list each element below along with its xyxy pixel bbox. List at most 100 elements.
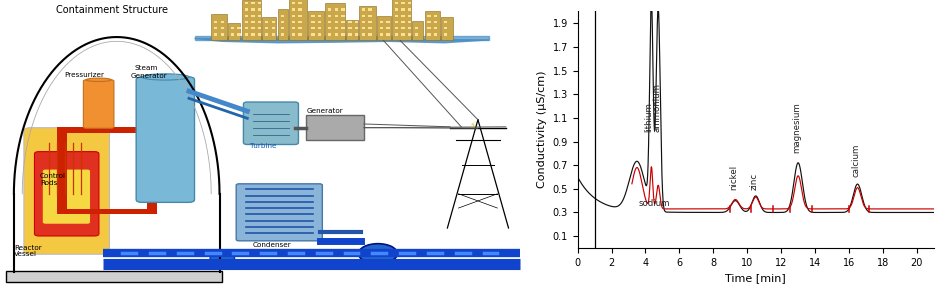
Bar xyxy=(251,27,255,29)
Bar xyxy=(341,27,345,29)
Bar xyxy=(257,33,261,36)
Bar xyxy=(6,271,222,282)
Bar xyxy=(341,15,345,17)
Bar xyxy=(377,16,390,40)
Bar xyxy=(265,21,269,23)
Bar xyxy=(238,27,240,29)
Bar xyxy=(312,21,314,23)
Bar xyxy=(334,15,338,17)
Bar xyxy=(401,27,405,29)
Bar xyxy=(220,21,224,23)
Bar xyxy=(394,8,398,11)
Bar xyxy=(244,15,248,17)
Text: Reactor
Vessel: Reactor Vessel xyxy=(14,245,42,258)
Bar xyxy=(231,27,234,29)
Bar xyxy=(292,33,295,36)
Bar xyxy=(394,33,398,36)
Bar xyxy=(341,21,345,23)
Bar xyxy=(325,3,345,40)
Bar xyxy=(214,27,218,29)
Bar xyxy=(244,2,248,4)
Bar xyxy=(428,27,430,29)
Bar xyxy=(265,27,269,29)
Bar xyxy=(428,15,430,17)
Bar xyxy=(244,33,248,36)
Bar xyxy=(341,33,345,36)
Bar xyxy=(147,127,158,214)
Bar xyxy=(401,8,405,11)
Bar xyxy=(251,15,255,17)
Text: ammonium: ammonium xyxy=(653,83,661,132)
Bar xyxy=(355,33,358,36)
Text: nickel: nickel xyxy=(730,165,738,190)
Bar xyxy=(362,15,365,17)
Bar xyxy=(318,15,321,17)
Text: Containment Structure: Containment Structure xyxy=(55,5,167,15)
Bar xyxy=(334,27,338,29)
Bar xyxy=(394,21,398,23)
Bar xyxy=(214,33,218,36)
Bar xyxy=(309,11,324,40)
Bar xyxy=(298,21,302,23)
Bar xyxy=(228,23,240,40)
Bar xyxy=(328,15,332,17)
Bar xyxy=(408,27,411,29)
Polygon shape xyxy=(195,38,489,43)
Bar xyxy=(387,33,390,36)
Bar xyxy=(298,8,302,11)
Bar xyxy=(272,33,276,36)
Bar xyxy=(251,21,255,23)
Bar xyxy=(328,21,332,23)
Bar xyxy=(349,21,352,23)
Bar xyxy=(257,15,261,17)
Y-axis label: Conductivity (μS/cm): Conductivity (μS/cm) xyxy=(537,71,547,188)
Text: zinc: zinc xyxy=(750,173,759,190)
Bar xyxy=(292,27,295,29)
Bar xyxy=(257,8,261,11)
Text: magnesium: magnesium xyxy=(792,103,801,153)
Bar xyxy=(408,15,411,17)
Bar xyxy=(359,6,375,40)
X-axis label: Time [min]: Time [min] xyxy=(726,273,786,283)
Bar xyxy=(334,21,338,23)
Bar xyxy=(444,21,447,23)
Bar xyxy=(387,21,390,23)
Bar xyxy=(318,33,321,36)
Bar xyxy=(415,33,419,36)
Bar xyxy=(289,0,307,40)
Bar xyxy=(220,27,224,29)
Bar xyxy=(257,27,261,29)
Bar xyxy=(262,17,276,40)
Bar xyxy=(380,21,383,23)
Bar xyxy=(298,33,302,36)
FancyBboxPatch shape xyxy=(243,102,298,144)
Bar xyxy=(387,27,390,29)
FancyBboxPatch shape xyxy=(84,80,114,128)
Text: Steam: Steam xyxy=(135,65,158,71)
Bar xyxy=(415,27,419,29)
Bar xyxy=(428,21,430,23)
Ellipse shape xyxy=(142,74,189,80)
Polygon shape xyxy=(195,36,489,40)
Text: Turbine: Turbine xyxy=(250,142,276,149)
FancyBboxPatch shape xyxy=(34,152,99,236)
Bar xyxy=(369,8,371,11)
Bar xyxy=(369,21,371,23)
Bar xyxy=(231,33,234,36)
Bar xyxy=(401,2,405,4)
FancyBboxPatch shape xyxy=(24,128,109,254)
Bar xyxy=(346,20,358,40)
Bar xyxy=(280,15,284,17)
Text: lithium: lithium xyxy=(644,102,654,132)
Bar xyxy=(434,21,437,23)
Bar xyxy=(66,209,147,214)
Bar xyxy=(306,115,364,140)
Bar xyxy=(292,15,295,17)
Bar xyxy=(298,2,302,4)
Bar xyxy=(391,0,411,40)
Text: Control
Rods: Control Rods xyxy=(40,173,66,186)
Bar xyxy=(298,15,302,17)
Bar xyxy=(312,27,314,29)
Bar xyxy=(369,27,371,29)
Bar xyxy=(394,2,398,4)
